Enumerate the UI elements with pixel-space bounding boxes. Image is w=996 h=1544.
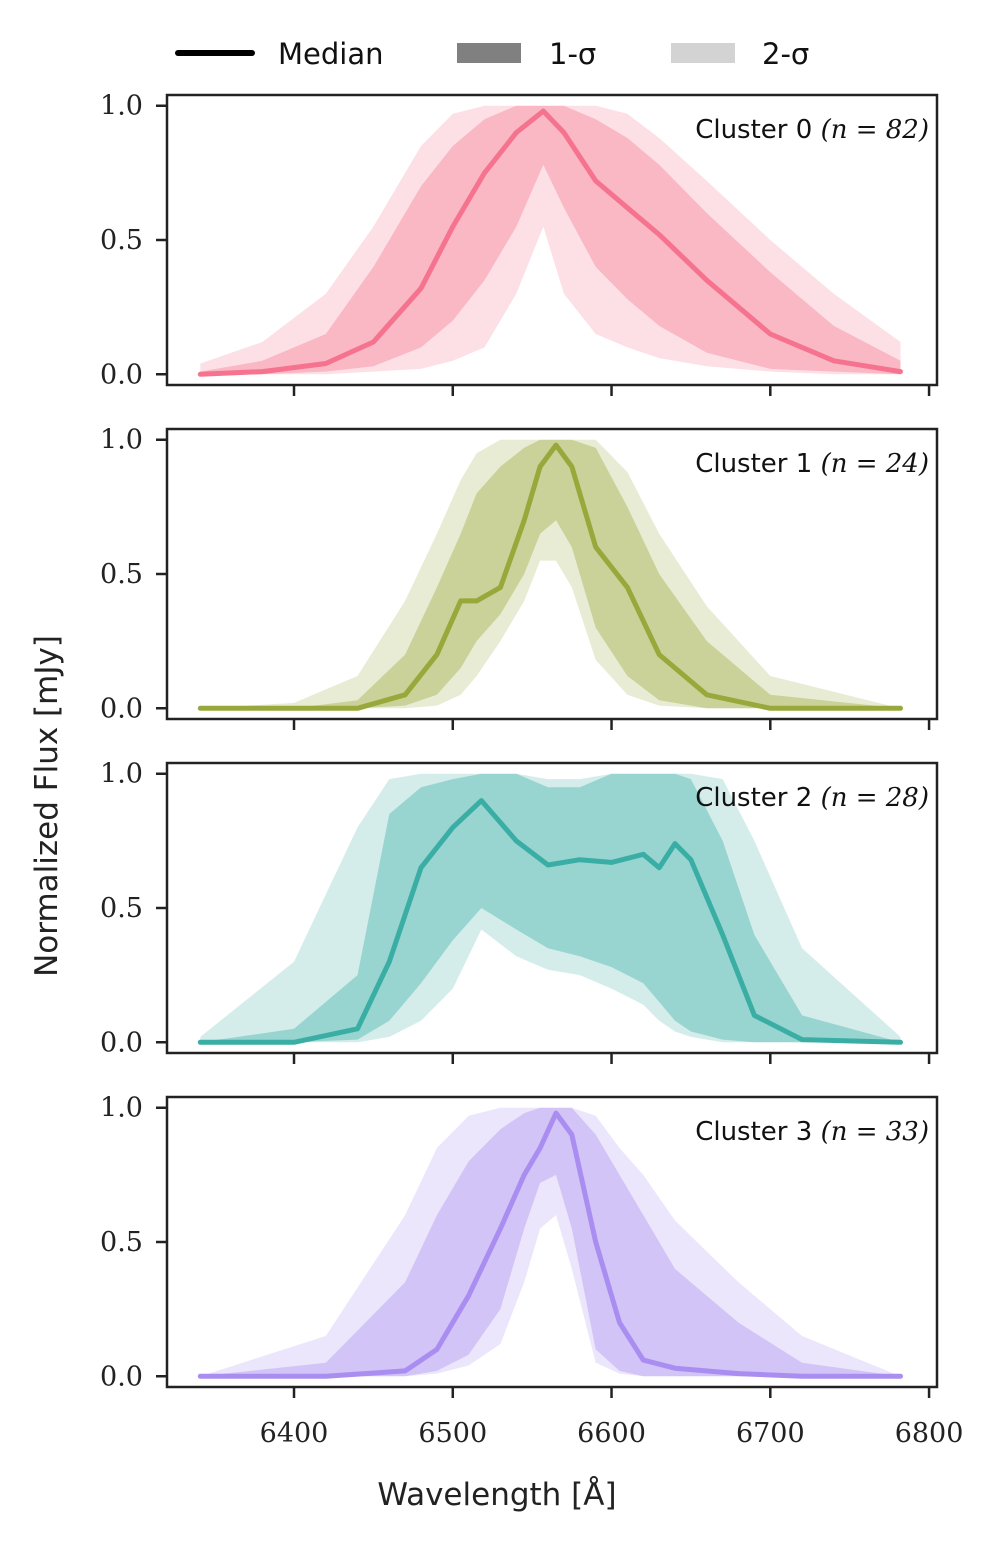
panel-title: Cluster 1 (n = 24) [695,449,929,479]
panel-n-text: (n = 33) [821,1117,929,1147]
panels: 0.0 0.5 1.0 Cluster 0 (n = 82) 0.0 0.5 1.0 Clus… [100,91,963,1449]
y-axis-label: Normalized Flux [mJy] [29,635,65,977]
median-line [197,108,903,377]
panel-cluster-text: Cluster 2 [695,783,820,813]
median-line [197,798,903,1045]
legend-2sigma-label: 2-σ [762,37,809,71]
plot-area [197,1107,903,1379]
y-tick-label: 0.5 [100,559,143,590]
panel-title: Cluster 0 (n = 82) [695,115,929,145]
legend: Median 1-σ 2-σ [175,37,809,71]
legend-1sigma-label: 1-σ [549,37,596,71]
panel-cluster-text: Cluster 0 [695,115,820,145]
y-tick-label: 1.0 [100,759,143,790]
panel-n-text: (n = 24) [821,449,929,479]
legend-median-label: Median [278,37,383,71]
panel-cluster-text: Cluster 3 [695,1117,820,1147]
y-tick-label: 0.0 [100,693,143,724]
y-tick-label: 0.5 [100,1227,143,1258]
y-tick-label: 0.5 [100,225,143,256]
panel-cluster-0: 0.0 0.5 1.0 Cluster 0 (n = 82) [100,91,939,396]
x-tick-label: 6400 [260,1418,329,1449]
x-tick-label: 6500 [418,1418,487,1449]
legend-2sigma-swatch [671,43,735,63]
one-sigma-band [200,105,901,375]
one-sigma-band [200,439,901,709]
panel-cluster-2: 0.0 0.5 1.0 Cluster 2 (n = 28) [100,759,939,1064]
panel-title: Cluster 3 (n = 33) [695,1117,929,1147]
x-axis-label: Wavelength [Å] [377,1477,616,1513]
y-tick-label: 0.0 [100,1027,143,1058]
y-tick-label: 1.0 [100,91,143,122]
y-tick-label: 0.0 [100,359,143,390]
panel-title: Cluster 2 (n = 28) [695,783,929,813]
median-line [197,1110,903,1379]
y-tick-label: 0.0 [100,1361,143,1392]
x-tick-label: 6800 [895,1418,964,1449]
plot-area [197,773,903,1045]
panel-cluster-1: 0.0 0.5 1.0 Cluster 1 (n = 24) [100,425,939,730]
panel-cluster-3: 0.0 0.5 1.0 6400 6500 6600 6700 6800 Cluster 3 (… [100,1093,963,1449]
plot-area [197,439,903,711]
panel-n-text: (n = 82) [821,115,929,145]
two-sigma-band [200,773,901,1043]
y-tick-label: 1.0 [100,1093,143,1124]
y-tick-label: 1.0 [100,425,143,456]
panel-n-text: (n = 28) [821,783,929,813]
legend-1sigma-swatch [457,43,521,63]
median-line [197,442,903,711]
two-sigma-band [200,105,901,375]
x-tick-label: 6600 [577,1418,646,1449]
y-tick-label: 0.5 [100,893,143,924]
panel-cluster-text: Cluster 1 [695,449,820,479]
plot-area [197,105,903,377]
two-sigma-band [200,1107,901,1377]
one-sigma-band [200,1107,901,1377]
x-tick-label: 6700 [736,1418,805,1449]
two-sigma-band [200,439,901,709]
one-sigma-band [200,773,901,1043]
